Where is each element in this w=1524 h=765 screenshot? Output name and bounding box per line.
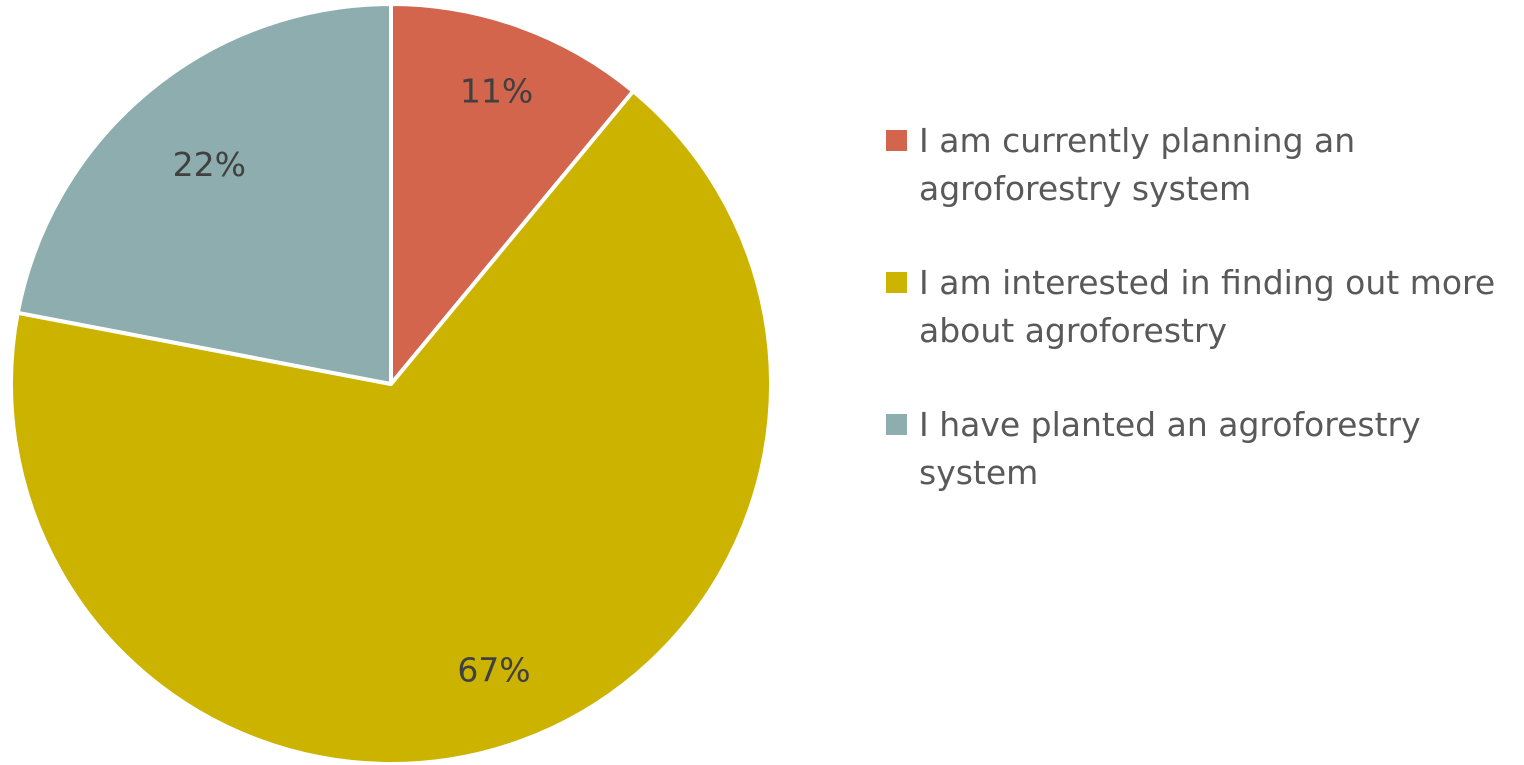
legend-item-planted: I have planted an agroforestry system — [886, 401, 1516, 497]
legend-swatch-planted — [886, 414, 907, 435]
data-label-interested: 67% — [457, 651, 530, 690]
pie-slice-planted — [15, 2, 393, 386]
data-label-planning: 11% — [460, 71, 533, 110]
legend-swatch-interested — [886, 272, 907, 293]
legend-label-planning: I am currently planning an agroforestry … — [919, 121, 1356, 208]
legend-label-planted: I have planted an agroforestry system — [919, 405, 1421, 492]
pie-slices — [9, 2, 773, 765]
data-label-planted: 22% — [173, 145, 246, 184]
legend-item-planning: I am currently planning an agroforestry … — [886, 117, 1516, 213]
pie-data-labels: 11% 67% 22% — [173, 71, 534, 689]
pie-slice-planning — [389, 2, 636, 386]
legend-swatch-planning — [886, 130, 907, 151]
pie-slice-interested — [9, 89, 773, 765]
legend: I am currently planning an agroforestry … — [886, 117, 1516, 543]
legend-item-interested: I am interested in finding out more abou… — [886, 259, 1516, 355]
legend-label-interested: I am interested in finding out more abou… — [919, 263, 1496, 350]
